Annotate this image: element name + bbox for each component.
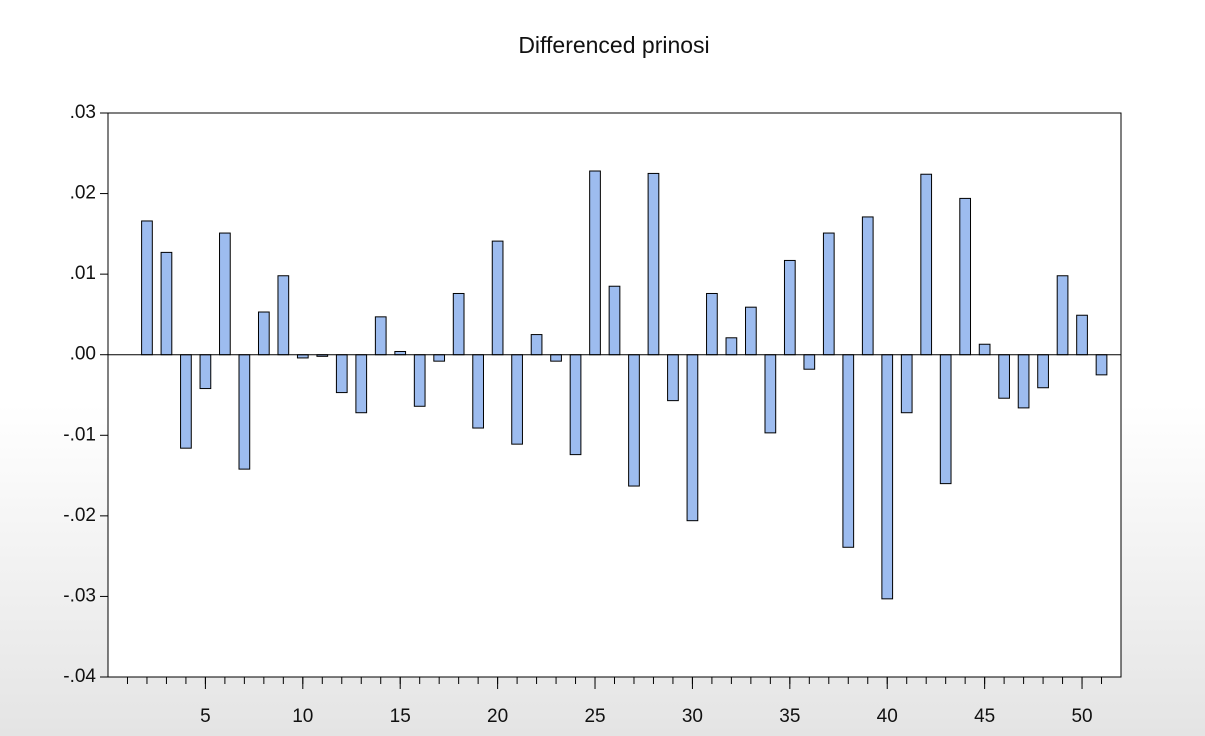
x-tick-label: 10 (292, 706, 313, 727)
bar (257, 311, 270, 356)
bar (589, 170, 601, 356)
bar (764, 354, 777, 434)
bar (667, 354, 679, 402)
x-tick-label: 40 (877, 706, 898, 727)
x-tick-label: 45 (974, 706, 995, 727)
bar (628, 354, 640, 487)
bar (939, 354, 952, 485)
bar (413, 354, 426, 407)
bar (180, 354, 192, 449)
y-tick-label: .03 (70, 102, 96, 123)
plot-area (107, 112, 1122, 678)
bar (1017, 354, 1030, 409)
bar (452, 292, 465, 356)
bar (141, 220, 153, 356)
bar (1095, 354, 1108, 376)
bar (803, 354, 816, 370)
bar (160, 251, 173, 356)
x-tick-label: 5 (200, 706, 211, 727)
bar (374, 316, 387, 356)
bar (608, 285, 621, 356)
bar (1037, 354, 1049, 389)
bar (861, 216, 874, 356)
bar (900, 354, 913, 414)
bar (355, 354, 368, 414)
y-tick-label: .01 (70, 263, 96, 284)
chart-title: Differenced prinosi (518, 32, 709, 58)
x-tick-label: 15 (390, 706, 411, 727)
bar (511, 354, 523, 445)
x-tick-label: 20 (487, 706, 508, 727)
bar (569, 354, 582, 456)
y-tick-label: -.04 (63, 666, 96, 687)
x-tick-label: 35 (779, 706, 800, 727)
x-tick-label: 30 (682, 706, 703, 727)
bar (1056, 275, 1069, 356)
bar (199, 354, 212, 390)
bar (998, 354, 1010, 399)
y-tick-label: -.03 (63, 585, 96, 606)
bar (335, 354, 348, 394)
bar (745, 306, 757, 356)
bar (219, 232, 231, 356)
bar (550, 354, 562, 362)
y-tick-label: .00 (70, 344, 96, 365)
x-tick-label: 25 (584, 706, 605, 727)
bar (959, 197, 972, 356)
bar (706, 292, 718, 356)
bar (238, 354, 251, 470)
bar (433, 354, 446, 362)
bar (491, 240, 504, 356)
bar (822, 232, 835, 356)
bar (881, 354, 894, 600)
bar (842, 354, 855, 548)
y-tick-label: -.02 (63, 505, 96, 526)
bar (783, 259, 796, 356)
bar (277, 275, 290, 356)
bar (1076, 314, 1088, 356)
bar (472, 354, 484, 429)
bar (686, 354, 699, 522)
bar (647, 172, 660, 356)
bar (530, 334, 543, 356)
y-tick-label: .02 (70, 183, 96, 204)
y-tick-label: -.01 (63, 424, 96, 445)
x-tick-label: 50 (1071, 706, 1092, 727)
bar (978, 343, 991, 356)
bar (920, 173, 933, 356)
bar (725, 337, 738, 356)
